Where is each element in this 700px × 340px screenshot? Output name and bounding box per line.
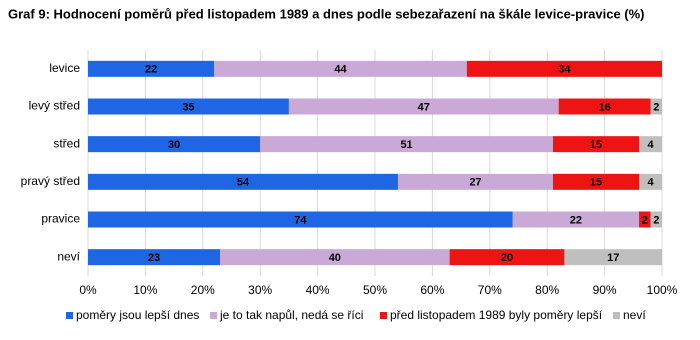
value-label: 23 bbox=[148, 252, 160, 264]
value-label: 22 bbox=[145, 64, 157, 76]
legend-marker bbox=[380, 312, 387, 319]
bar-segment bbox=[397, 173, 553, 190]
y-tick-label: levý střed bbox=[29, 99, 80, 113]
bar-segment bbox=[288, 98, 559, 115]
bar-segment bbox=[512, 211, 640, 228]
bar-segment bbox=[639, 136, 662, 153]
value-label: 4 bbox=[647, 139, 654, 151]
value-label: 30 bbox=[168, 139, 180, 151]
bar-segment bbox=[214, 60, 467, 77]
bar-segment bbox=[220, 249, 450, 266]
legend-label: neví bbox=[623, 308, 646, 322]
bar-segment bbox=[88, 98, 289, 115]
legend-label: je to tak napůl, nedá se říci bbox=[219, 308, 363, 322]
bar-segment bbox=[650, 98, 662, 115]
value-label: 44 bbox=[334, 64, 347, 76]
bar-segment bbox=[88, 136, 261, 153]
legend-marker bbox=[613, 312, 620, 319]
bar-segment bbox=[88, 173, 398, 190]
y-tick-label: střed bbox=[53, 136, 80, 150]
value-label: 34 bbox=[558, 64, 571, 76]
bar-segment bbox=[449, 249, 565, 266]
y-tick-label: pravý střed bbox=[21, 174, 80, 188]
legend-label: poměry jsou lepší dnes bbox=[76, 308, 199, 322]
bar-segment bbox=[466, 60, 662, 77]
y-tick-label: pravice bbox=[41, 212, 80, 226]
y-tick-label: neví bbox=[57, 249, 80, 263]
value-label: 15 bbox=[590, 177, 602, 189]
value-label: 40 bbox=[329, 252, 341, 264]
value-label: 20 bbox=[501, 252, 513, 264]
value-label: 27 bbox=[469, 177, 481, 189]
bar-segment bbox=[558, 98, 651, 115]
value-label: 22 bbox=[570, 214, 582, 226]
legend-label: před listopadem 1989 byly poměry lepší bbox=[390, 308, 603, 322]
y-tick-label: levice bbox=[49, 61, 80, 75]
x-tick-label: 50% bbox=[363, 283, 387, 297]
value-label: 15 bbox=[590, 139, 602, 151]
value-label: 54 bbox=[237, 177, 250, 189]
bar-segment bbox=[88, 211, 513, 228]
value-label: 51 bbox=[400, 139, 412, 151]
x-tick-label: 20% bbox=[191, 283, 215, 297]
value-label: 35 bbox=[182, 101, 194, 113]
bar-segment bbox=[639, 211, 651, 228]
bar-segment bbox=[552, 173, 640, 190]
x-tick-label: 30% bbox=[248, 283, 272, 297]
bar-segment bbox=[88, 60, 215, 77]
legend-marker bbox=[210, 312, 217, 319]
value-label: 2 bbox=[653, 214, 659, 226]
x-tick-label: 0% bbox=[79, 283, 97, 297]
x-tick-label: 10% bbox=[133, 283, 157, 297]
value-label: 47 bbox=[418, 101, 430, 113]
x-tick-label: 100% bbox=[647, 283, 678, 297]
chart-title: Graf 9: Hodnocení poměrů před listopadem… bbox=[8, 6, 645, 21]
value-label: 17 bbox=[607, 252, 619, 264]
x-tick-label: 70% bbox=[478, 283, 502, 297]
value-label: 4 bbox=[647, 177, 654, 189]
x-tick-label: 90% bbox=[593, 283, 617, 297]
bar-segment bbox=[564, 249, 662, 266]
value-label: 2 bbox=[653, 101, 659, 113]
x-tick-label: 40% bbox=[306, 283, 330, 297]
bar-segment bbox=[88, 249, 221, 266]
x-tick-label: 80% bbox=[535, 283, 559, 297]
bar-segment bbox=[639, 173, 662, 190]
bar-segment bbox=[650, 211, 662, 228]
bar-segment bbox=[260, 136, 553, 153]
legend-marker bbox=[66, 312, 73, 319]
x-tick-label: 60% bbox=[420, 283, 444, 297]
value-label: 16 bbox=[598, 101, 610, 113]
value-label: 2 bbox=[642, 214, 648, 226]
value-label: 74 bbox=[294, 214, 307, 226]
bar-segment bbox=[552, 136, 640, 153]
